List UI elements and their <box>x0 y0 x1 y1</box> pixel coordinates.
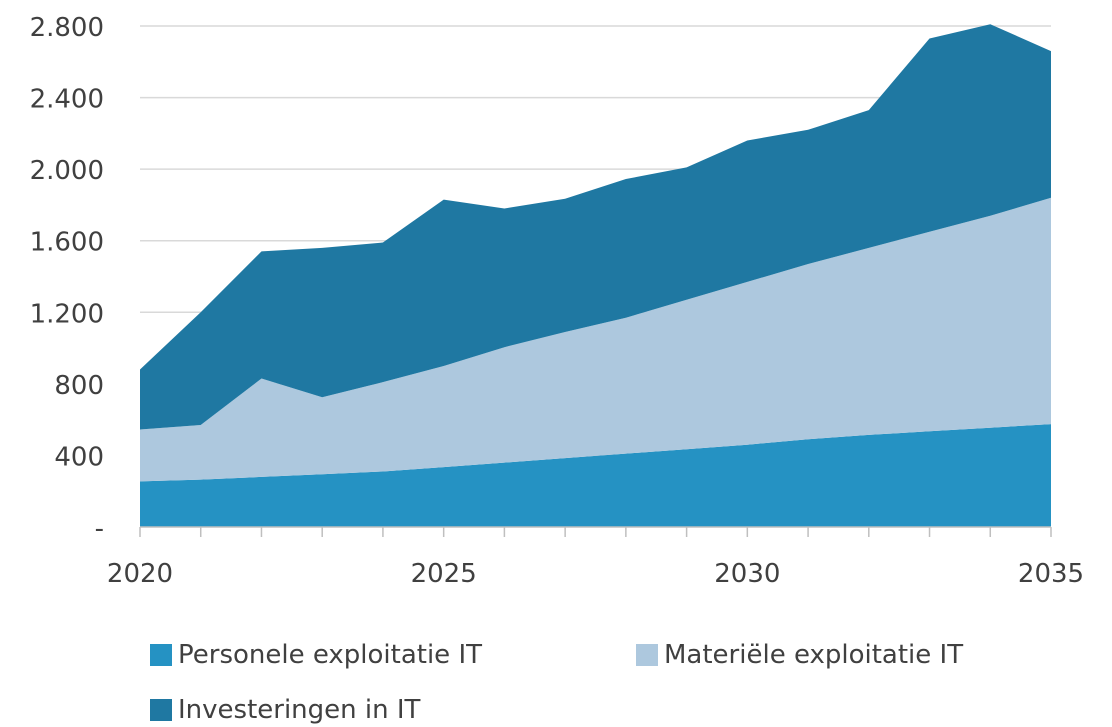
legend-label-investeringen: Investeringen in IT <box>178 695 421 725</box>
legend-item-materiele: Materiële exploitatie IT <box>636 640 963 670</box>
area-materi-le-exploitatie-it <box>140 197 1051 482</box>
legend-label-materiele: Materiële exploitatie IT <box>664 640 964 670</box>
x-tick-label: 2020 <box>107 559 173 589</box>
legend-swatch-personele <box>150 644 172 666</box>
x-axis: 2020 2025 2030 2035 <box>107 526 1084 589</box>
legend-swatch-investeringen <box>150 699 172 721</box>
area-personele-exploitatie-it <box>140 424 1051 527</box>
legend-label-personele: Personele exploitatie IT <box>178 640 482 670</box>
y-tick-label: 2.400 <box>30 85 104 115</box>
x-tick-label: 2025 <box>411 559 477 589</box>
x-tick-label: 2035 <box>1018 559 1084 589</box>
x-tick-label: 2030 <box>714 559 780 589</box>
y-tick-label: 1.200 <box>30 299 104 329</box>
legend-item-investeringen: Investeringen in IT <box>150 695 420 725</box>
y-tick-label: 1.600 <box>30 228 104 258</box>
legend-swatch-materiele <box>636 644 658 666</box>
area-series <box>140 24 1051 527</box>
y-tick-label: 400 <box>54 442 104 472</box>
y-tick-label: 800 <box>54 371 104 401</box>
y-tick-label: 2.000 <box>30 156 104 186</box>
legend-item-personele: Personele exploitatie IT <box>150 640 482 670</box>
y-tick-label: 2.800 <box>30 13 104 43</box>
y-axis: - 400 800 1.200 1.600 2.000 2.400 2.800 <box>30 13 104 544</box>
area-investeringen-in-it <box>140 24 1051 430</box>
y-tick-label: - <box>95 514 104 544</box>
